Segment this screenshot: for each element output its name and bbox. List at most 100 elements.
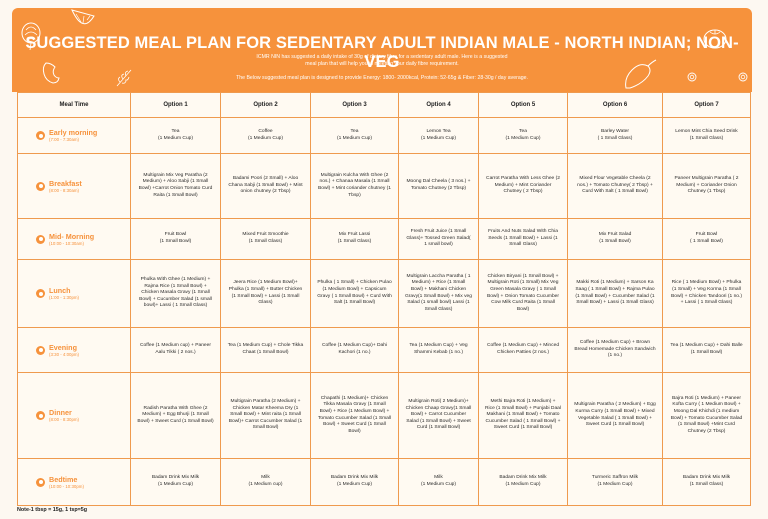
column-header-option-6: Option 6 xyxy=(567,92,663,118)
meal-option-cell: Barley Water ( 1 Small Glass) xyxy=(567,117,663,154)
table-row: Mid- Morning (10:00 - 10:30am) Fruit Bowl … xyxy=(17,218,751,260)
meal-option-cell: Multigrain Laccha Paratha ( 1 Medium) + … xyxy=(398,259,479,328)
meal-name: Early morning xyxy=(49,128,98,137)
column-header-option-1: Option 1 xyxy=(130,92,221,118)
meal-option-cell: Milk (1 Medium cup) xyxy=(220,458,311,506)
meal-option-cell: Multigrain Paratha ( 2 Medium) + Egg Kur… xyxy=(567,372,663,459)
meal-option-cell: Badam Drink Mix Milk (1 Medium Cup) xyxy=(478,458,568,506)
meal-option-cell: Tea (1 Medium Cup) + Chole Tikka Chaat (… xyxy=(220,327,311,373)
meal-option-cell: Mixed Flour Vegetable Cheela (2 nos.) + … xyxy=(567,153,663,219)
meal-time: (8:00 - 8:30pm) xyxy=(49,417,80,422)
column-header-option-7: Option 7 xyxy=(662,92,751,118)
meal-option-cell: Badam Drink Mix Milk (1 Small Glass) xyxy=(662,458,751,506)
table-row: Bedtime (10:00 - 10:30pm) Badam Drink Mix … xyxy=(17,458,751,506)
breakfast-icon xyxy=(36,181,45,191)
meal-option-cell: Chapathi (1 Medium)+ Chicken Tikka Masal… xyxy=(310,372,399,459)
tea-icon xyxy=(36,345,45,355)
orange-slice-icon xyxy=(71,9,95,25)
table-row: Evening (3:30 - 4:00pm) Coffee (1 Medium c… xyxy=(17,327,751,373)
meal-option-cell: Mix Fruit Salad (1 Small Bowl) xyxy=(567,218,663,260)
bed-icon xyxy=(36,477,45,487)
meal-name: Dinner xyxy=(49,408,72,417)
meal-name: Lunch xyxy=(49,286,71,295)
meal-option-cell: Tea (1 Medium Cup) xyxy=(310,117,399,154)
meal-option-cell: Tea (1 Medium Cup) xyxy=(478,117,568,154)
column-header-option-4: Option 4 xyxy=(398,92,479,118)
meal-option-cell: Badam Drink Mix Milk (1 Medium Cup) xyxy=(310,458,399,506)
sunrise-icon xyxy=(36,131,45,140)
meal-option-cell: Makki Roti (1 Medium) + Sarson Ka Saag (… xyxy=(567,259,663,328)
ring-icon xyxy=(738,72,748,82)
meal-option-cell: Fruit Bowl (1 Small Bowl) xyxy=(130,218,221,260)
meal-option-cell: Multigrain Kulcha With Ghee (2 nos.) + C… xyxy=(310,153,399,219)
table-row: Dinner (8:00 - 8:30pm) Radish Paratha With… xyxy=(17,372,751,459)
meal-option-cell: Paneer Multigrain Paratha ( 2 Medium) + … xyxy=(662,153,751,219)
meal-option-cell: Tea (1 Medium Cup) + Dahi Balle (1 Small… xyxy=(662,327,751,373)
meal-name: Bedtime xyxy=(49,474,78,484)
dinner-icon xyxy=(36,411,45,420)
column-header-option-5: Option 5 xyxy=(478,92,568,118)
table-row: Early morning (7:00 - 7:30am) Tea (1 Mediu… xyxy=(17,117,751,154)
meal-option-cell: Bajra Roti (1 Medium) + Paneer Kofta Cur… xyxy=(662,372,751,459)
table-row: Breakfast (8:00 - 8:30am) Multigrain Mix V… xyxy=(17,153,751,219)
meal-time-cell: Breakfast (8:00 - 8:30am) xyxy=(17,153,131,219)
meal-name: Mid- Morning xyxy=(49,231,95,241)
meal-time: (8:00 - 8:30am) xyxy=(49,187,80,193)
herb-icon xyxy=(116,69,132,87)
meal-time-cell: Mid- Morning (10:00 - 10:30am) xyxy=(17,218,131,260)
meal-time-cell: Evening (3:30 - 4:00pm) xyxy=(17,327,131,373)
column-header-option-2: Option 2 xyxy=(220,92,311,118)
meal-option-cell: Jeera Rice (1 Medium Bowl)+ Phulka (1 Sm… xyxy=(220,259,311,328)
meal-time: (7:00 - 7:30am) xyxy=(49,137,80,142)
meal-time-cell: Dinner (8:00 - 8:30pm) xyxy=(17,372,131,459)
meal-option-cell: Tea (1 Medium Cup) xyxy=(130,117,221,154)
meal-option-cell: Coffee (1 Medium Cup) + Brown Bread Home… xyxy=(567,327,663,373)
header-banner: SUGGESTED MEAL PLAN FOR SEDENTARY ADULT … xyxy=(12,8,752,92)
snack-icon xyxy=(36,234,45,244)
footnote: Note-1 tbsp = 15g, 1 tsp=5g xyxy=(17,507,88,513)
meal-option-cell: Methi Bajra Roti (1 Medium) + Rice (1 Sm… xyxy=(478,372,568,459)
meal-option-cell: Lemon Tea (1 Medium Cup) xyxy=(398,117,479,154)
meal-time: (3:30 - 4:00pm) xyxy=(49,351,80,357)
meal-option-cell: Turmeric Saffron Milk (1 Medium Cup) xyxy=(567,458,663,506)
meal-option-cell: Tea (1 Medium Cup) + Veg Shammi Kebab (1… xyxy=(398,327,479,373)
capsicum-icon xyxy=(625,59,657,89)
meal-time-cell: Bedtime (10:00 - 10:30pm) xyxy=(17,458,131,506)
meal-option-cell: Fruit Bowl ( 1 Small Bowl) xyxy=(662,218,751,260)
table-row: Lunch (1:00 - 1:30pm) Phulka With Ghee (1 … xyxy=(17,259,751,328)
meal-option-cell: Mixed Fruit Smoothie (1 Small Glass) xyxy=(220,218,311,260)
meal-option-cell: Badami Poori (2 Small) + Aloo Chana Sabj… xyxy=(220,153,311,219)
meal-option-cell: Lemon Mint Chia Seed Drink (1 Small Glas… xyxy=(662,117,751,154)
meal-option-cell: Coffee (1 Medium cup) + Paneer Aalu Tikk… xyxy=(130,327,221,373)
subtitle-fibre-info: ICMR NIN has suggested a daily intake of… xyxy=(256,54,508,67)
tomato-icon xyxy=(703,29,727,49)
onion-icon xyxy=(21,22,41,51)
meal-option-cell: Coffee (1 Medium Cup) xyxy=(220,117,311,154)
meal-time-cell: Early morning (7:00 - 7:30am) xyxy=(17,117,131,154)
meal-option-cell: Rice ( 1 Medium Bowl) + Phulka (1 Small)… xyxy=(662,259,751,328)
meal-option-cell: Radish Paratha With Ghee (2 Medium) + Eg… xyxy=(130,372,221,459)
cashew-icon xyxy=(42,62,60,84)
ring-icon xyxy=(687,72,697,82)
meal-option-cell: Multigrain Paratha (2 Medium) + Chicken … xyxy=(220,372,311,459)
table-header-row: Meal Time Option 1 Option 2 Option 3 Opt… xyxy=(17,92,751,118)
meal-option-cell: Milk (1 Medium Cup) xyxy=(398,458,479,506)
lunch-icon xyxy=(36,289,45,298)
meal-option-cell: Coffee (1 Medium Cup) + Minced Chicken P… xyxy=(478,327,568,373)
meal-option-cell: Phulka ( 1 Small) + Chicken Pulao (1 Med… xyxy=(310,259,399,328)
meal-name: Evening xyxy=(49,342,77,352)
meal-name: Breakfast xyxy=(49,178,82,188)
column-header-option-3: Option 3 xyxy=(310,92,399,118)
meal-time: (10:00 - 10:30pm) xyxy=(49,483,84,489)
meal-option-cell: Badam Drink Mix Milk (1 Medium Cup) xyxy=(130,458,221,506)
meal-option-cell: Coffee (1 Medium Cup)+ Dahi Kachori (1 n… xyxy=(310,327,399,373)
meal-option-cell: Fruits And Nuts Salad With Chia Seeds (1… xyxy=(478,218,568,260)
column-header-meal-time: Meal Time xyxy=(17,92,131,118)
meal-option-cell: Chicken Biryani (1 Small Bowl) + Multigr… xyxy=(478,259,568,328)
meal-option-cell: Multigrain Roti( 2 Medium)+ Chicken Chaa… xyxy=(398,372,479,459)
meal-plan-table: Meal Time Option 1 Option 2 Option 3 Opt… xyxy=(17,92,751,506)
meal-time-cell: Lunch (1:00 - 1:30pm) xyxy=(17,259,131,328)
page-title: SUGGESTED MEAL PLAN FOR SEDENTARY ADULT … xyxy=(25,34,739,71)
meal-option-cell: Multigrain Mix Veg Paratha (2 Medium) + … xyxy=(130,153,221,219)
meal-time: (1:00 - 1:30pm) xyxy=(49,295,80,300)
